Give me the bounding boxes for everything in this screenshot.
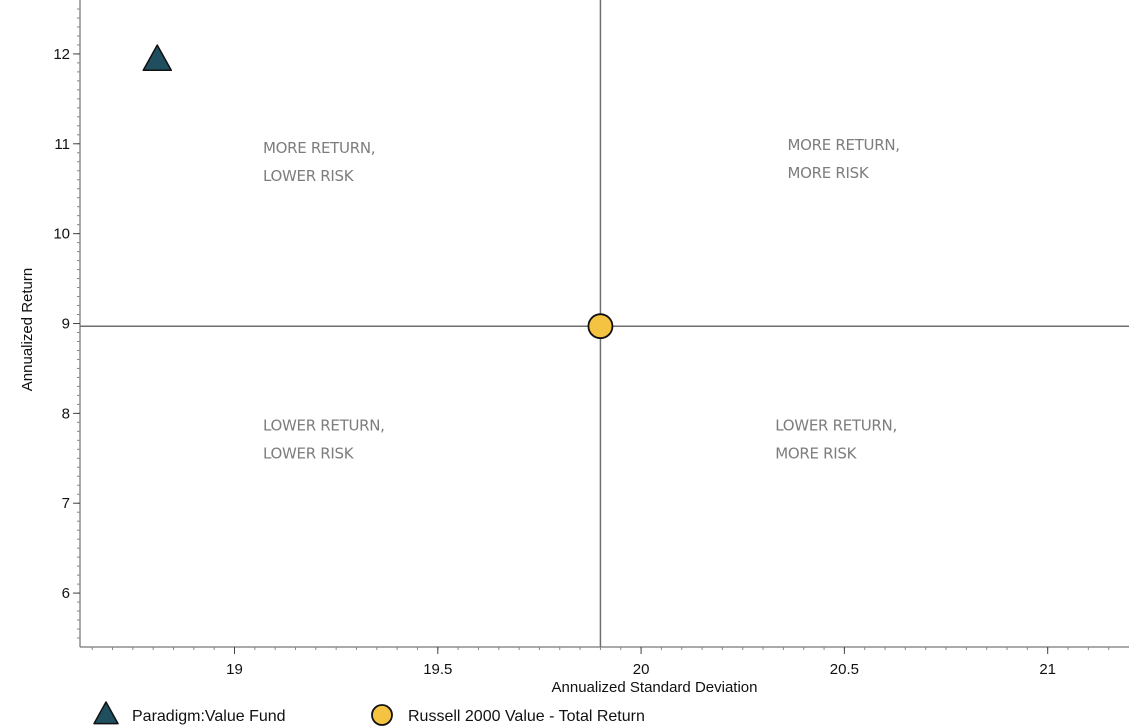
x-tick-label: 20.5 <box>830 661 859 678</box>
russell-2000-value-point <box>587 313 614 340</box>
x-tick-label: 21 <box>1039 661 1056 678</box>
quadrant-label-line: MORE RISK <box>775 444 857 462</box>
x-tick-label: 19 <box>226 661 243 678</box>
x-tick-label: 19.5 <box>423 661 452 678</box>
paradigm-value-fund-point <box>142 44 173 72</box>
legend-triangle-marker <box>93 701 119 725</box>
y-tick-label: 8 <box>62 405 70 422</box>
quadrant-label: LOWER RETURN, MORE RISK <box>775 416 897 462</box>
legend-label: Russell 2000 Value - Total Return <box>408 708 645 725</box>
y-tick-label: 11 <box>54 136 70 153</box>
x-axis-title: Annualized Standard Deviation <box>552 679 758 696</box>
legend: Paradigm:Value Fund Russell 2000 Value - … <box>93 701 645 726</box>
quadrant-label: LOWER RETURN, LOWER RISK <box>263 416 385 462</box>
quadrant-label: MORE RETURN, LOWER RISK <box>263 139 375 185</box>
y-tick-label: 10 <box>53 226 70 243</box>
quadrant-label: MORE RETURN, MORE RISK <box>787 136 899 182</box>
quadrant-label-line: MORE RISK <box>787 164 869 182</box>
y-axis-title: Annualized Return <box>19 268 36 391</box>
legend-circle-marker <box>371 704 393 726</box>
y-tick-label: 7 <box>62 495 70 512</box>
y-tick-label: 12 <box>53 46 70 63</box>
data-points <box>142 44 614 340</box>
quadrant-label-line: LOWER RETURN, <box>775 416 897 434</box>
quadrant-label-line: LOWER RISK <box>263 167 355 185</box>
quadrant-label-line: MORE RETURN, <box>263 139 375 157</box>
quadrant-label-line: MORE RETURN, <box>787 136 899 154</box>
quadrant-label-line: LOWER RETURN, <box>263 416 385 434</box>
legend-label: Paradigm:Value Fund <box>132 708 286 725</box>
y-tick-label: 9 <box>62 316 70 333</box>
quadrant-label-line: LOWER RISK <box>263 444 355 462</box>
x-tick-label: 20 <box>633 661 650 678</box>
y-tick-label: 6 <box>62 585 70 602</box>
axes: 6 7 8 9 10 11 12 19 19.5 20 20.5 21 Annualized Stand… <box>19 0 1129 696</box>
